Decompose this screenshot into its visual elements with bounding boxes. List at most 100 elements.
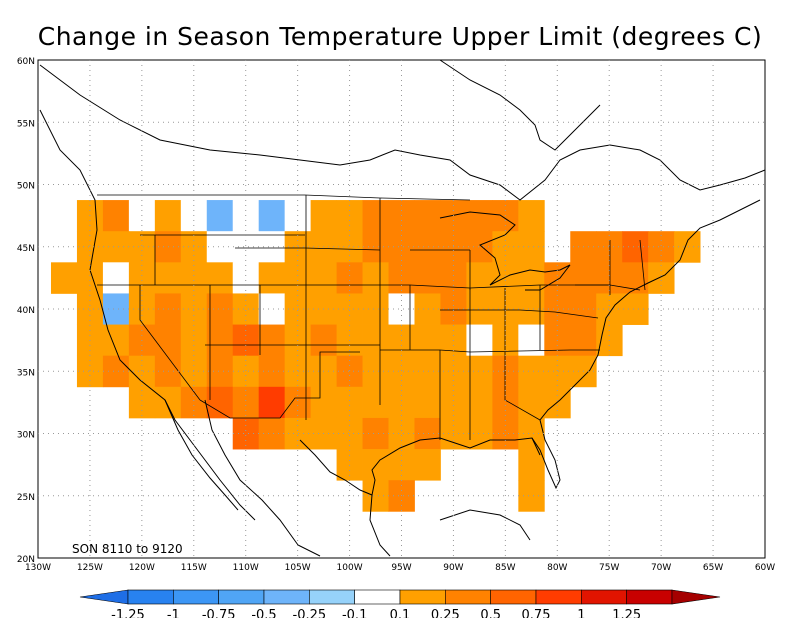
- colorbar-swatch: [218, 589, 265, 605]
- colorbar-swatch: [399, 589, 446, 605]
- longitude-tick-label: 110W: [233, 563, 259, 573]
- grid-cell: [102, 355, 130, 388]
- grid-cell: [102, 200, 130, 232]
- grid-cell: [284, 386, 312, 419]
- grid-cell: [518, 480, 545, 512]
- colorbar-swatch: [354, 589, 401, 605]
- grid-cell: [544, 262, 571, 294]
- hudson-bay: [439, 59, 601, 151]
- grid-cell: [310, 324, 337, 357]
- grid-cell: [232, 262, 260, 294]
- grid-cell: [310, 386, 337, 419]
- latitude-tick-label: 20N: [17, 555, 35, 565]
- colorbar-label: 0.75: [522, 608, 551, 618]
- longitude-tick-label: 115W: [181, 563, 207, 573]
- latitude-tick-label: 55N: [17, 119, 35, 129]
- grid-cell: [232, 386, 260, 419]
- latitude-tick-label: 60N: [17, 57, 35, 67]
- colorbar-swatch: [263, 589, 310, 605]
- latitude-tick-label: 30N: [17, 431, 35, 441]
- colorbar-label: 0.1: [390, 608, 411, 618]
- latitude-tick-label: 50N: [17, 182, 35, 192]
- yucatan: [439, 509, 531, 541]
- latitude-tick-label: 25N: [17, 493, 35, 503]
- grid-cell: [388, 417, 415, 450]
- grid-cell: [362, 262, 389, 294]
- grid-cell: [362, 324, 389, 357]
- grid-cell: [492, 417, 519, 450]
- grid-cell: [570, 262, 597, 294]
- grid-cell: [362, 200, 389, 232]
- grid-cell: [258, 355, 286, 388]
- longitude-tick-label: 75W: [599, 563, 619, 573]
- grid-cell: [258, 200, 286, 232]
- grid-cell: [414, 449, 441, 481]
- grid-cell: [336, 262, 363, 294]
- colorbar-swatch: [490, 589, 537, 605]
- grid-cell: [570, 324, 597, 357]
- mexico-west: [297, 544, 321, 557]
- colorbar-label: -0.25: [293, 608, 327, 618]
- grid-cell: [518, 355, 545, 388]
- colorbar: -1.25 -1 -0.75 -0.5 -0.25 -0.1 0.1 0.25 0.5 0.75 1…: [79, 589, 721, 618]
- grid-cell: [232, 293, 260, 325]
- longitude-tick-label: 70W: [651, 563, 671, 573]
- grid-cell: [466, 386, 493, 419]
- grid-cell: [388, 262, 415, 294]
- colorbar-swatch: [581, 589, 627, 605]
- baja: [164, 399, 239, 511]
- longitude-tick-label: 60W: [755, 563, 775, 573]
- gulf-of-california: [204, 399, 299, 546]
- grid-cell: [284, 231, 312, 263]
- grid-cell: [492, 386, 519, 419]
- grid-cell: [232, 417, 260, 450]
- temperature-field: [50, 200, 701, 512]
- grid-cell: [362, 386, 389, 419]
- longitude-tick-label: 105W: [285, 563, 311, 573]
- grid-cell: [154, 262, 182, 294]
- grid-cell: [388, 293, 415, 325]
- grid-cell: [128, 386, 156, 419]
- colorbar-label: 1.25: [612, 608, 641, 618]
- grid-cell: [206, 293, 234, 325]
- grid-cell: [518, 200, 545, 232]
- colorbar-label: -1.25: [111, 608, 145, 618]
- grid-cell: [518, 449, 545, 481]
- grid-cell: [362, 480, 389, 512]
- colorbar-swatch: [309, 589, 355, 605]
- grid-cell: [258, 324, 286, 357]
- colorbar-label: -0.1: [342, 608, 367, 618]
- grid-cell: [414, 324, 441, 357]
- grid-cell: [648, 231, 675, 263]
- colorbar-label: -0.75: [202, 608, 236, 618]
- grid-cell: [284, 262, 312, 294]
- grid-cell: [518, 324, 545, 357]
- grid-cell: [518, 231, 545, 263]
- grid-cell: [154, 386, 182, 419]
- grid-cell: [206, 200, 234, 232]
- longitude-tick-label: 85W: [495, 563, 515, 573]
- lat-lon-grid: [38, 60, 765, 558]
- grid-cell: [492, 231, 519, 263]
- grid-cell: [206, 386, 234, 419]
- latitude-tick-label: 45N: [17, 244, 35, 254]
- axis-labels: 20N 25N 30N 35N 40N 45N 50N 55N 60N 130W 125W 120W 1…: [17, 57, 775, 573]
- longitude-tick-label: 130W: [25, 563, 51, 573]
- grid-cell: [258, 293, 286, 325]
- grid-cell: [336, 386, 363, 419]
- period-annotation: SON 8110 to 9120: [72, 542, 183, 556]
- latitude-tick-label: 40N: [17, 306, 35, 316]
- grid-cell: [414, 200, 441, 232]
- grid-cell: [518, 293, 545, 325]
- colorbar-swatch: [535, 589, 582, 605]
- longitude-tick-label: 90W: [443, 563, 463, 573]
- longitude-tick-label: 120W: [129, 563, 155, 573]
- grid-cell: [284, 293, 312, 325]
- grid-cell: [362, 355, 389, 388]
- grid-cell: [258, 417, 286, 450]
- grid-cell: [466, 200, 493, 232]
- grid-cell: [258, 231, 286, 263]
- grid-cell: [518, 386, 545, 419]
- grid-cell: [596, 262, 623, 294]
